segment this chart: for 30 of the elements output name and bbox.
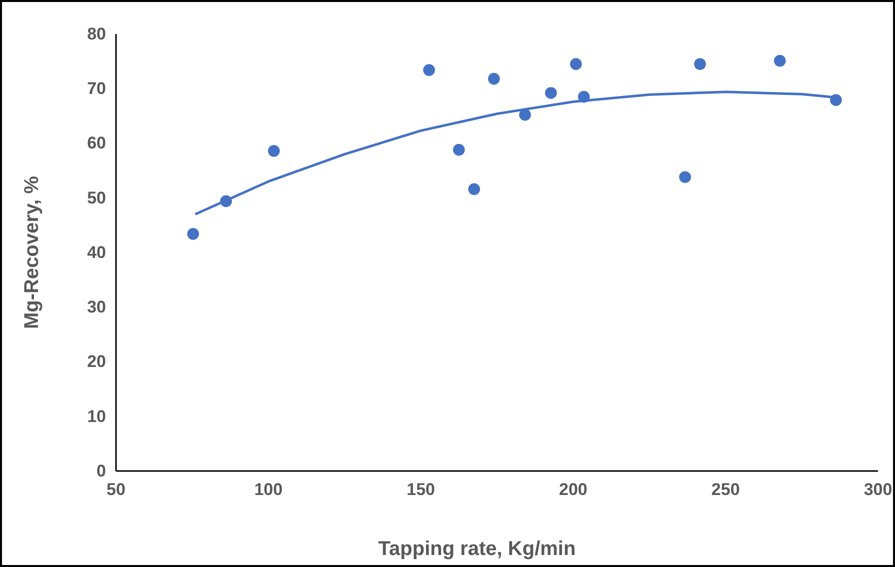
x-tick-label: 150 xyxy=(406,480,435,500)
point xyxy=(488,72,500,85)
point xyxy=(519,108,531,121)
x-tick-label: 50 xyxy=(106,480,126,500)
y-tick-label: 40 xyxy=(87,242,106,262)
point xyxy=(187,228,200,240)
y-axis-title: Mg-Recovery, % xyxy=(21,176,43,330)
y-tick-label: 60 xyxy=(87,134,106,153)
y-tick-label: 80 xyxy=(87,24,106,44)
x-tick-label: 200 xyxy=(559,480,588,500)
point xyxy=(268,144,280,157)
y-tick-label: 30 xyxy=(87,298,106,317)
y-tick-label: 70 xyxy=(87,79,106,98)
x-tick-label: 250 xyxy=(711,480,740,500)
y-tick-label: 20 xyxy=(87,352,106,372)
point xyxy=(570,58,582,70)
y-tick-label: 0 xyxy=(96,461,106,480)
point xyxy=(468,183,480,196)
point xyxy=(545,87,557,99)
x-tick-label: 300 xyxy=(864,480,892,500)
point xyxy=(694,58,706,70)
point xyxy=(423,64,435,76)
y-tick-label: 10 xyxy=(87,406,106,426)
x-tick-label: 100 xyxy=(254,480,283,500)
y-tick-label: 50 xyxy=(87,188,106,208)
x-axis-title: Tapping rate, Kg/min xyxy=(378,538,576,560)
point xyxy=(830,94,842,106)
point xyxy=(774,54,786,67)
point xyxy=(452,144,465,156)
point xyxy=(679,171,691,184)
